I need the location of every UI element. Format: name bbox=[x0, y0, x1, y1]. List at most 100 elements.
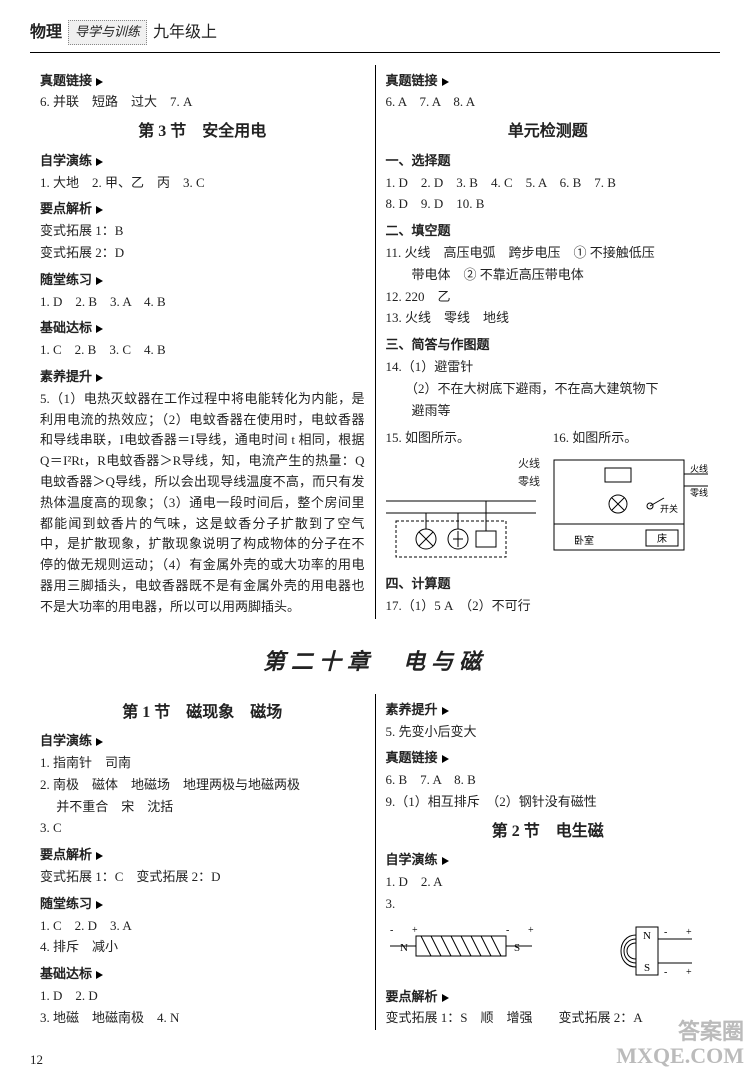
answer-line: 3. bbox=[386, 894, 711, 915]
jichu-label: 基础达标 bbox=[40, 964, 365, 985]
svg-text:-: - bbox=[506, 925, 509, 936]
ling-text: 零线 bbox=[690, 487, 708, 498]
solenoid-1: - + N S - + bbox=[386, 921, 536, 971]
zixue-label: 自学演练 bbox=[386, 850, 711, 871]
top-left-col: 真题链接 6. 并联 短路 过大 7. A 第 3 节 安全用电 自学演练 1.… bbox=[30, 65, 376, 619]
bottom-columns: 第 1 节 磁现象 磁场 自学演练 1. 指南针 司南 2. 南极 磁体 地磁场… bbox=[30, 694, 720, 1031]
watermark-1: 答案圈 bbox=[616, 1020, 744, 1044]
answer-line: 11. 火线 高压电弧 跨步电压 ① 不接触低压 bbox=[386, 243, 711, 264]
zhenti-label: 真题链接 bbox=[386, 748, 711, 769]
answer-line: 6. B 7. A 8. B bbox=[386, 770, 711, 791]
chuang-text: 床 bbox=[657, 532, 667, 545]
zixue-label: 自学演练 bbox=[40, 731, 365, 752]
answer-line: 避雨等 bbox=[386, 401, 711, 422]
answer-line: 14.（1）避雷针 bbox=[386, 357, 711, 378]
kaiguan-text: 开关 bbox=[660, 503, 678, 514]
suyang-label: 素养提升 bbox=[386, 700, 711, 721]
section-1-title: 第 1 节 磁现象 磁场 bbox=[40, 700, 365, 726]
subject-label: 物理 bbox=[30, 20, 62, 46]
ling-label: 零线 bbox=[518, 476, 540, 488]
N-pole: N bbox=[643, 930, 651, 942]
answer-line: 1. D 2. A bbox=[386, 872, 711, 893]
xuanze-label: 一、选择题 bbox=[386, 151, 711, 172]
section-2-title: 第 2 节 电生磁 bbox=[386, 819, 711, 845]
answer-line: 5. 先变小后变大 bbox=[386, 722, 711, 743]
jianda-label: 三、简答与作图题 bbox=[386, 335, 711, 356]
tiankong-label: 二、填空题 bbox=[386, 221, 711, 242]
answer-line: 1. C 2. B 3. C 4. B bbox=[40, 340, 365, 361]
q16-label: 16. 如图所示。 bbox=[553, 428, 710, 449]
coil-diagrams: - + N S - + N S - + - + bbox=[386, 921, 711, 981]
watermark-2: MXQE.COM bbox=[616, 1044, 744, 1068]
zhenti-label: 真题链接 bbox=[386, 71, 711, 92]
jichu-label: 基础达标 bbox=[40, 318, 365, 339]
answer-line: 带电体 ② 不靠近高压带电体 bbox=[386, 265, 711, 286]
answer-line: 1. 指南针 司南 bbox=[40, 753, 365, 774]
solenoid-2: N S - + - + bbox=[546, 921, 696, 981]
answer-line: 6. A 7. A 8. A bbox=[386, 92, 711, 113]
circuit-diagram-16: 火线 零线 开关 卧室 床 bbox=[550, 456, 710, 563]
answer-line: 1. C 2. D 3. A bbox=[40, 916, 365, 937]
unit-test-title: 单元检测题 bbox=[386, 119, 711, 145]
N-pole: N bbox=[400, 942, 408, 954]
woshi-text: 卧室 bbox=[574, 534, 594, 547]
answer-line: 8. D 9. D 10. B bbox=[386, 194, 711, 215]
answer-line: 1. D 2. B 3. A 4. B bbox=[40, 292, 365, 313]
answer-line: 1. D 2. D bbox=[40, 986, 365, 1007]
answer-line: 并不重合 宋 沈括 bbox=[40, 797, 365, 818]
answer-line: 13. 火线 零线 地线 bbox=[386, 308, 711, 329]
diagram-row: 15. 如图所示。 16. 如图所示。 bbox=[386, 427, 711, 450]
answer-line: 2. 南极 磁体 地磁场 地理两极与地磁两极 bbox=[40, 775, 365, 796]
bot-right-col: 素养提升 5. 先变小后变大 真题链接 6. B 7. A 8. B 9.（1）… bbox=[376, 694, 721, 1031]
circuit-svg-16: 火线 零线 开关 卧室 床 bbox=[550, 456, 710, 556]
header-rule bbox=[30, 52, 720, 53]
q15-label: 15. 如图所示。 bbox=[386, 428, 543, 449]
yaodian-label: 要点解析 bbox=[386, 987, 711, 1008]
page-header: 物理 导学与训练 九年级上 bbox=[30, 20, 720, 46]
chapter-20-title: 第二十章 电与磁 bbox=[30, 644, 720, 679]
svg-text:-: - bbox=[390, 925, 393, 936]
answer-line: 变式拓展 1：B bbox=[40, 221, 365, 242]
circuit-diagram-15: 火线 零线 bbox=[386, 456, 541, 568]
grade-label: 九年级上 bbox=[153, 20, 217, 46]
answer-line: 4. 排斥 减小 bbox=[40, 937, 365, 958]
jisuan-label: 四、计算题 bbox=[386, 574, 711, 595]
answer-line: 12. 220 乙 bbox=[386, 287, 711, 308]
answer-line: 17.（1）5 A （2）不可行 bbox=[386, 596, 711, 617]
answer-line: 6. 并联 短路 过大 7. A bbox=[40, 92, 365, 113]
svg-text:+: + bbox=[686, 967, 692, 978]
yaodian-label: 要点解析 bbox=[40, 199, 365, 220]
zhenti-label: 真题链接 bbox=[40, 71, 365, 92]
answer-line: 9.（1）相互排斥 （2）钢针没有磁性 bbox=[386, 792, 711, 813]
top-columns: 真题链接 6. 并联 短路 过大 7. A 第 3 节 安全用电 自学演练 1.… bbox=[30, 65, 720, 619]
svg-text:-: - bbox=[664, 967, 667, 978]
huo-label: 火线 bbox=[518, 458, 540, 470]
suyang-label: 素养提升 bbox=[40, 367, 365, 388]
zixue-label: 自学演练 bbox=[40, 151, 365, 172]
suitang-label: 随堂练习 bbox=[40, 270, 365, 291]
bot-left-col: 第 1 节 磁现象 磁场 自学演练 1. 指南针 司南 2. 南极 磁体 地磁场… bbox=[30, 694, 376, 1031]
series-box: 导学与训练 bbox=[68, 20, 147, 45]
huo-text: 火线 bbox=[690, 463, 708, 474]
answer-line: （2）不在大树底下避雨，不在高大建筑物下 bbox=[386, 379, 711, 400]
svg-text:+: + bbox=[412, 925, 418, 936]
q5-explanation: 5.（1）电热灭蚊器在工作过程中将电能转化为内能，是利用电流的热效应；（2）电蚊… bbox=[40, 389, 365, 618]
svg-text:+: + bbox=[528, 925, 534, 936]
S-pole: S bbox=[514, 942, 520, 954]
suitang-label: 随堂练习 bbox=[40, 894, 365, 915]
yaodian-label: 要点解析 bbox=[40, 845, 365, 866]
section-3-title: 第 3 节 安全用电 bbox=[40, 119, 365, 145]
circuit-svg-15 bbox=[386, 491, 536, 561]
watermark: 答案圈 MXQE.COM bbox=[616, 1020, 744, 1068]
S-pole: S bbox=[643, 962, 649, 974]
answer-line: 3. 地磁 地磁南极 4. N bbox=[40, 1008, 365, 1029]
diagrams-15-16: 火线 零线 bbox=[386, 456, 711, 568]
answer-line: 1. 大地 2. 甲、乙 丙 3. C bbox=[40, 173, 365, 194]
answer-line: 1. D 2. D 3. B 4. C 5. A 6. B 7. B bbox=[386, 173, 711, 194]
answer-line: 变式拓展 1：C 变式拓展 2：D bbox=[40, 867, 365, 888]
svg-text:-: - bbox=[664, 927, 667, 938]
answer-line: 3. C bbox=[40, 818, 365, 839]
top-right-col: 真题链接 6. A 7. A 8. A 单元检测题 一、选择题 1. D 2. … bbox=[376, 65, 721, 619]
answer-line: 变式拓展 2：D bbox=[40, 243, 365, 264]
svg-text:+: + bbox=[686, 927, 692, 938]
